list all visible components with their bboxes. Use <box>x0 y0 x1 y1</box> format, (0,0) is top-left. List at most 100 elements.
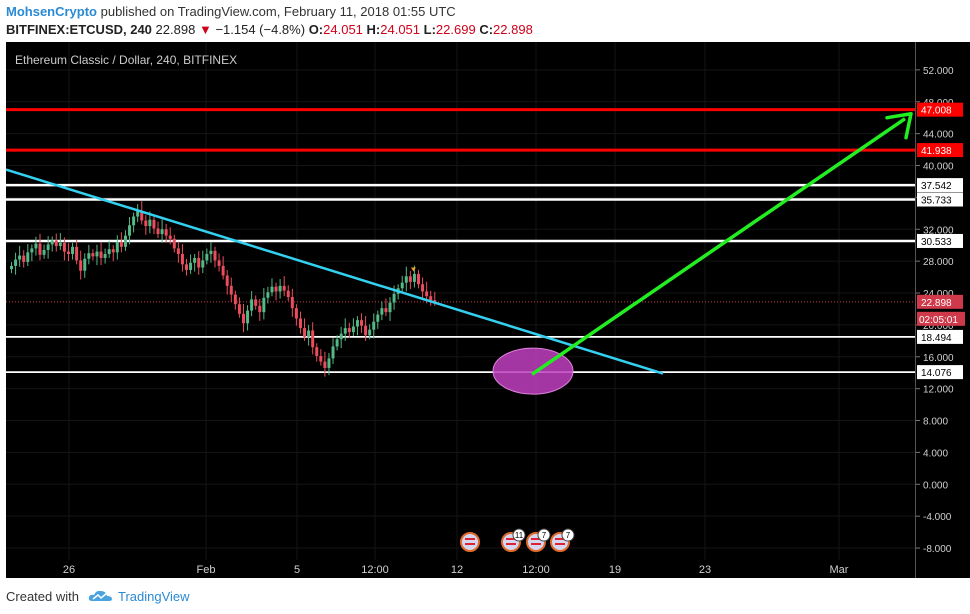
created-with-label: Created with <box>6 589 79 604</box>
y-tick-label: -4.000 <box>923 512 952 523</box>
candle-body <box>185 264 189 270</box>
candle-body <box>384 308 388 313</box>
candle-body <box>303 328 307 337</box>
candle-body <box>136 210 140 217</box>
current-price-tag <box>917 294 963 309</box>
y-tick-label: 4.000 <box>923 448 948 459</box>
signal-marker-icon <box>410 267 416 272</box>
candle-body <box>128 225 132 236</box>
flag-stripe <box>465 538 475 540</box>
candle-body <box>176 248 180 254</box>
low-value: 22.699 <box>435 22 476 37</box>
candle-body <box>217 260 221 266</box>
y-tick-label: 20.000 <box>923 321 954 332</box>
candle-body <box>164 229 168 236</box>
chart-plot-area[interactable]: 11 7 7 Ethereum Classic / Dollar, 240, BIT… <box>6 42 915 560</box>
candle-body <box>148 219 152 227</box>
candle-body <box>144 220 148 227</box>
x-tick-label: Mar <box>830 564 849 576</box>
level-price-label: 41.938 <box>921 146 952 157</box>
candle-body <box>351 326 355 333</box>
candle-body <box>123 235 127 247</box>
last-price: 22.898 <box>155 22 196 37</box>
candle-body <box>294 308 298 319</box>
y-tick-label: 52.000 <box>923 66 954 77</box>
flag-stripe <box>506 538 516 540</box>
candle-body <box>30 248 34 253</box>
candle-body <box>58 242 62 247</box>
candle-body <box>225 275 229 286</box>
candle-body <box>290 297 294 309</box>
candle-body <box>417 273 420 285</box>
flag-stripe <box>531 538 541 540</box>
candle-body <box>274 286 278 292</box>
author-link[interactable]: MohsenCrypto <box>6 4 97 19</box>
candle-body <box>347 328 351 333</box>
level-price-tag <box>917 178 963 193</box>
candle-body <box>331 346 335 359</box>
flag-stripe <box>465 543 475 545</box>
candle-body <box>392 293 396 303</box>
candle-body <box>250 299 254 311</box>
price-axis[interactable]: 52.00048.00044.00040.00036.00032.00028.0… <box>915 42 970 560</box>
level-price-label: 14.076 <box>921 368 952 379</box>
candle-body <box>408 276 412 282</box>
candle-body <box>270 286 274 293</box>
event-count-badge <box>512 528 526 542</box>
candle-body <box>429 296 433 301</box>
candle-body <box>14 259 18 266</box>
candle-body <box>339 333 343 340</box>
y-tick-label: 16.000 <box>923 353 954 364</box>
close-value: 22.898 <box>493 22 533 37</box>
price-change: −1.154 (−4.8%) <box>215 22 306 37</box>
candle-body <box>115 242 119 253</box>
candle-body <box>34 243 38 249</box>
candle-body <box>46 244 50 250</box>
level-price-label: 30.533 <box>921 237 952 248</box>
price-axis-svg: 52.00048.00044.00040.00036.00032.00028.0… <box>916 66 965 555</box>
chart-plot-svg: 11 7 7 Ethereum Classic / Dollar, 240, BIT… <box>6 42 915 560</box>
candle-body <box>79 260 83 271</box>
tradingview-link[interactable]: TradingView <box>118 589 190 604</box>
candle-body <box>205 253 209 261</box>
x-tick-label: 12:00 <box>361 564 389 576</box>
time-axis[interactable]: 26 Feb 5 12:00 12 12:00 19 23 Mar <box>6 560 915 578</box>
flag-stripe <box>555 538 565 540</box>
candle-body <box>368 329 372 336</box>
candle-body <box>10 265 13 270</box>
candle-body <box>364 325 368 336</box>
candle-body <box>168 235 172 239</box>
candle-body <box>213 250 217 261</box>
candle-body <box>193 257 197 263</box>
current-price-label: 22.898 <box>921 298 952 309</box>
candle-body <box>278 285 282 292</box>
candle-body <box>380 308 384 315</box>
symbol-line: BITFINEX:ETCUSD, 240 22.898 ▼ −1.154 (−4… <box>6 22 533 37</box>
level-price-tag <box>917 329 963 344</box>
flag-stripe <box>555 543 565 545</box>
candle-body <box>140 210 144 221</box>
candle-body <box>246 310 250 324</box>
trend-line <box>6 168 664 375</box>
tradingview-cloud-icon <box>88 590 112 601</box>
candle-body <box>42 249 46 255</box>
y-tick-label: 44.000 <box>923 130 954 141</box>
candle-body <box>286 290 290 298</box>
candle-body <box>160 229 164 235</box>
us-flag-event-icon <box>460 532 480 552</box>
candle-body <box>400 282 404 289</box>
candle-body <box>282 285 286 291</box>
candle-body <box>307 330 311 337</box>
symbol-label: BITFINEX:ETCUSD, 240 <box>6 22 152 37</box>
candle-body <box>99 251 103 258</box>
y-tick-label: 24.000 <box>923 289 954 300</box>
candle-body <box>298 318 302 329</box>
published-text: published on TradingView.com, February 1… <box>97 4 456 19</box>
candle-body <box>360 320 364 326</box>
candle-body <box>323 361 327 368</box>
y-tick-label: -8.000 <box>923 544 952 555</box>
low-label: L: <box>423 22 436 37</box>
candle-body <box>343 328 347 334</box>
candle-body <box>266 292 270 298</box>
candle-body <box>152 219 156 229</box>
